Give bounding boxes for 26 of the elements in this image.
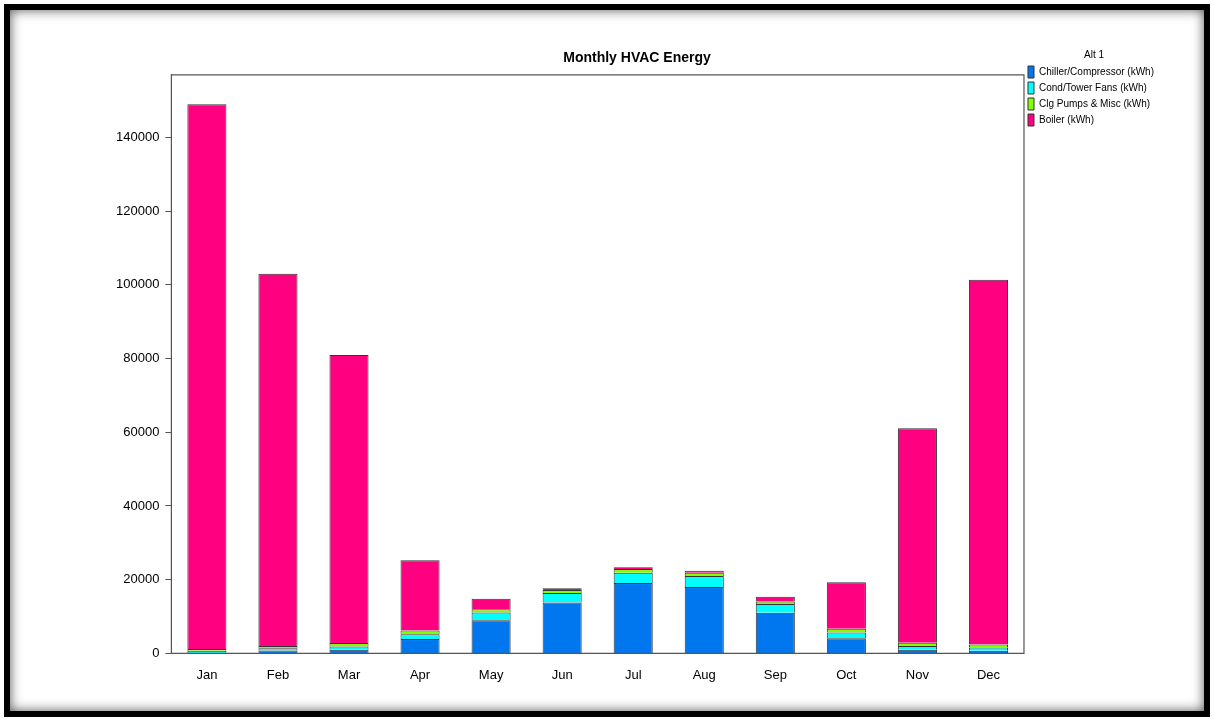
y-tick-label: 80000 (123, 350, 160, 366)
x-tick-label: Jan (196, 666, 218, 682)
x-tick-label: May (478, 666, 504, 682)
legend-label: Cond/Tower Fans (kWh) (1038, 81, 1147, 93)
x-tick-label: Nov (905, 666, 930, 682)
y-tick-label: 40000 (123, 497, 160, 513)
y-tick-label: 140000 (115, 129, 160, 145)
x-tick-label: Jul (624, 666, 642, 682)
x-tick-label: Dec (976, 666, 1001, 682)
legend-label: Chiller/Compressor (kWh) (1038, 65, 1154, 77)
y-tick-label: 100000 (115, 276, 160, 292)
y-tick-label: 0 (152, 644, 160, 660)
chart-title: Monthly HVAC Energy (563, 49, 711, 66)
x-tick-label: Aug (692, 666, 716, 682)
x-tick-label: Sep (763, 666, 787, 682)
x-tick-label: Apr (409, 666, 431, 682)
x-tick-label: Mar (337, 666, 361, 682)
y-tick-label: 120000 (115, 202, 160, 218)
y-tick-label: 60000 (123, 423, 160, 439)
legend-label: Clg Pumps & Misc (kWh) (1038, 97, 1151, 109)
x-tick-label: Feb (266, 666, 290, 682)
x-tick-label: Oct (836, 666, 857, 682)
y-tick-label: 20000 (123, 571, 160, 587)
legend-title: Alt 1 (1083, 48, 1105, 60)
x-tick-label: Jun (551, 666, 573, 682)
legend-label: Boiler (kWh) (1038, 113, 1094, 125)
